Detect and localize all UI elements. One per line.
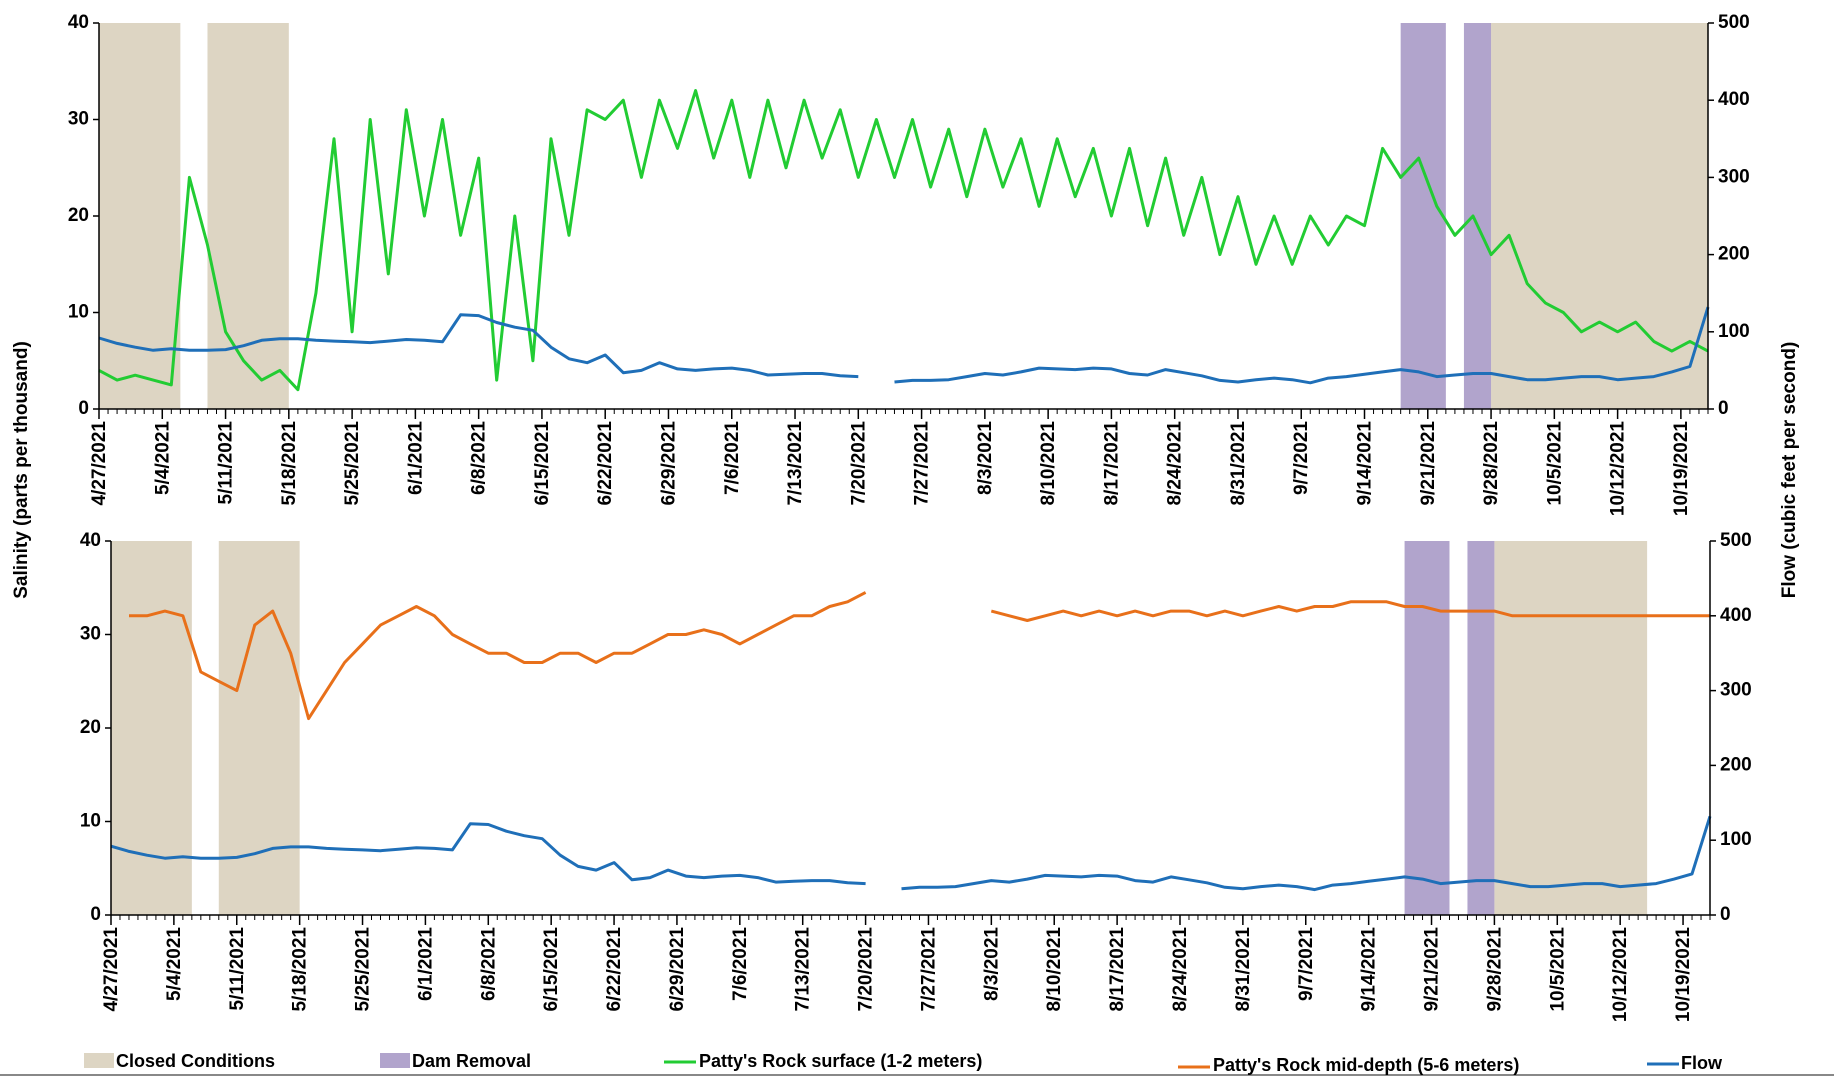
x-tick-label: 9/14/2021: [1355, 421, 1376, 506]
x-tick-label: 8/3/2021: [975, 421, 996, 495]
y2-tick-label: 200: [1718, 244, 1750, 265]
x-tick-label: 9/28/2021: [1481, 421, 1502, 506]
y2-tick-label: 400: [1720, 605, 1752, 626]
x-tick-label: 7/13/2021: [793, 927, 814, 1012]
x-tick-label: 7/27/2021: [912, 421, 933, 506]
x-tick-label: 4/27/2021: [101, 927, 122, 1012]
x-tick-label: 6/29/2021: [667, 927, 688, 1012]
legend-swatch-dam: [380, 1053, 410, 1068]
y-tick-label: 0: [90, 904, 101, 925]
y2-tick-label: 500: [1718, 12, 1750, 33]
x-tick-label: 7/20/2021: [848, 421, 869, 506]
x-tick-label: 10/12/2021: [1608, 421, 1629, 517]
legend-label: Flow: [1681, 1053, 1723, 1073]
y2-tick-label: 100: [1720, 829, 1752, 850]
x-tick-label: 8/24/2021: [1170, 927, 1191, 1012]
y-tick-label: 20: [68, 205, 89, 226]
x-tick-label: 10/19/2021: [1673, 927, 1694, 1023]
y2-tick-label: 0: [1720, 904, 1731, 925]
legend-label: Patty's Rock surface (1-2 meters): [699, 1051, 982, 1071]
x-tick-label: 9/21/2021: [1418, 421, 1439, 506]
y-tick-label: 10: [80, 811, 101, 832]
y2-tick-label: 400: [1718, 89, 1750, 110]
x-tick-label: 8/31/2021: [1228, 421, 1249, 506]
x-tick-label: 8/17/2021: [1101, 421, 1122, 506]
x-tick-label: 9/14/2021: [1359, 927, 1380, 1012]
x-tick-label: 10/5/2021: [1547, 927, 1568, 1012]
x-tick-label: 9/7/2021: [1291, 421, 1312, 495]
x-tick-label: 5/4/2021: [152, 421, 173, 495]
x-tick-label: 6/15/2021: [541, 927, 562, 1012]
shaded-span: [1400, 23, 1446, 409]
y-tick-label: 20: [80, 717, 101, 738]
x-tick-label: 8/3/2021: [981, 927, 1002, 1001]
legend-label: Closed Conditions: [116, 1051, 275, 1071]
x-tick-label: 6/22/2021: [595, 421, 616, 506]
x-tick-label: 7/6/2021: [730, 927, 751, 1001]
legend-swatch-closed: [84, 1053, 114, 1068]
y-axis-label: Salinity (parts per thousand): [11, 341, 32, 599]
x-tick-label: 9/21/2021: [1422, 927, 1443, 1012]
x-tick-label: 10/19/2021: [1671, 421, 1692, 517]
shaded-span: [1463, 23, 1492, 409]
y-tick-label: 30: [68, 109, 89, 130]
y2-tick-label: 300: [1718, 166, 1750, 187]
x-tick-label: 8/31/2021: [1233, 927, 1254, 1012]
y2-tick-label: 100: [1718, 321, 1750, 342]
y2-tick-label: 300: [1720, 680, 1752, 701]
series-line: [129, 591, 1710, 721]
legend: Closed Conditions Dam Removal Patty's Ro…: [84, 1051, 1723, 1075]
x-tick-label: 6/1/2021: [405, 421, 426, 495]
x-tick-label: 6/8/2021: [469, 421, 490, 495]
x-tick-label: 7/6/2021: [722, 421, 743, 495]
x-tick-label: 5/11/2021: [227, 927, 248, 1011]
shaded-span: [1404, 541, 1450, 915]
y2-tick-label: 200: [1720, 754, 1752, 775]
y-tick-label: 0: [78, 398, 89, 419]
shaded-span: [99, 23, 181, 409]
x-tick-label: 5/18/2021: [290, 927, 311, 1012]
x-tick-label: 8/17/2021: [1107, 927, 1128, 1012]
legend-label: Dam Removal: [412, 1051, 531, 1071]
shaded-span: [1467, 541, 1495, 915]
x-tick-label: 6/1/2021: [415, 927, 436, 1001]
shaded-span: [1494, 541, 1648, 915]
x-tick-label: 7/20/2021: [856, 927, 877, 1012]
y-tick-label: 30: [80, 624, 101, 645]
y2-tick-label: 500: [1720, 530, 1752, 551]
shaded-span: [111, 541, 192, 915]
x-tick-label: 9/7/2021: [1296, 927, 1317, 1001]
x-tick-label: 5/11/2021: [216, 421, 237, 505]
x-tick-label: 9/28/2021: [1484, 927, 1505, 1012]
x-tick-label: 6/8/2021: [478, 927, 499, 1001]
x-tick-label: 7/27/2021: [918, 927, 939, 1012]
series-line: [110, 815, 1712, 892]
y-tick-label: 40: [80, 530, 101, 551]
x-tick-label: 5/25/2021: [353, 927, 374, 1012]
x-tick-label: 8/10/2021: [1044, 927, 1065, 1012]
x-tick-label: 8/24/2021: [1165, 421, 1186, 506]
y-tick-label: 40: [68, 12, 89, 33]
shaded-span: [1491, 23, 1708, 409]
x-tick-label: 7/13/2021: [785, 421, 806, 506]
y2-axis-label: Flow (cubic feet per second): [1779, 342, 1800, 599]
x-tick-label: 6/29/2021: [658, 421, 679, 506]
x-tick-label: 10/5/2021: [1544, 421, 1565, 506]
series-line: [98, 89, 1709, 392]
x-tick-label: 10/12/2021: [1610, 927, 1631, 1023]
x-tick-label: 4/27/2021: [89, 421, 110, 506]
x-tick-label: 5/25/2021: [342, 421, 363, 506]
y2-tick-label: 0: [1718, 398, 1729, 419]
legend-label: Patty's Rock mid-depth (5-6 meters): [1213, 1055, 1519, 1075]
x-tick-label: 6/15/2021: [532, 421, 553, 506]
x-tick-label: 6/22/2021: [604, 927, 625, 1012]
x-tick-label: 8/10/2021: [1038, 421, 1059, 506]
x-tick-label: 5/18/2021: [279, 421, 300, 506]
series-line: [98, 306, 1710, 385]
x-tick-label: 5/4/2021: [164, 927, 185, 1001]
y-tick-label: 10: [68, 302, 89, 323]
